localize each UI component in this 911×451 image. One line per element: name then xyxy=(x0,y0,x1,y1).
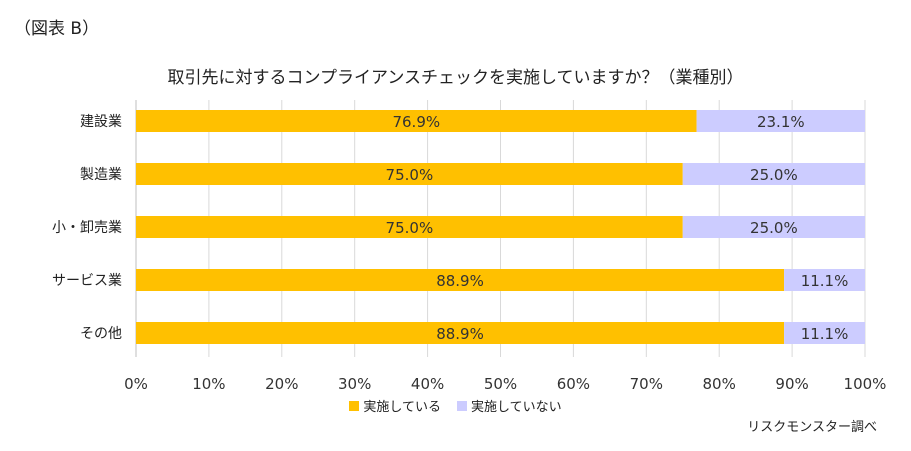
data-label: 88.9% xyxy=(436,272,484,290)
x-tick-label: 90% xyxy=(775,375,808,393)
legend-label-not-implemented: 実施していない xyxy=(471,400,562,415)
legend-label-implemented: 実施している xyxy=(363,400,441,415)
x-tick-label: 50% xyxy=(484,375,517,393)
bar-not-implemented xyxy=(784,322,865,344)
bar-implemented xyxy=(136,110,697,132)
category-label: その他 xyxy=(80,326,122,342)
bar-implemented xyxy=(136,216,683,238)
x-tick-label: 100% xyxy=(844,375,887,393)
category-label: 小・卸売業 xyxy=(52,220,122,236)
data-label: 75.0% xyxy=(386,166,434,184)
bar-implemented xyxy=(136,163,683,185)
bar-implemented xyxy=(136,322,785,344)
bar-not-implemented xyxy=(682,163,865,185)
x-tick-label: 40% xyxy=(411,375,444,393)
x-tick-label: 70% xyxy=(630,375,663,393)
legend-item-not-implemented: 実施していない xyxy=(457,396,562,415)
category-label: 建設業 xyxy=(80,114,122,130)
data-label: 25.0% xyxy=(750,219,798,237)
category-label: サービス業 xyxy=(52,273,122,289)
x-tick-label: 60% xyxy=(557,375,590,393)
legend-item-implemented: 実施している xyxy=(349,396,441,415)
chart-title: 取引先に対するコンプライアンスチェックを実施していますか？（業種別） xyxy=(167,68,744,88)
data-label: 75.0% xyxy=(386,219,434,237)
data-label: 25.0% xyxy=(750,166,798,184)
legend: 実施している 実施していない xyxy=(0,396,911,415)
data-label: 23.1% xyxy=(757,113,805,131)
bar-not-implemented xyxy=(682,216,865,238)
figure-label: （図表 B） xyxy=(14,19,100,39)
source-note: リスクモンスター調べ xyxy=(747,420,877,435)
data-label: 11.1% xyxy=(801,272,849,290)
x-tick-label: 20% xyxy=(265,375,298,393)
legend-swatch-not-implemented xyxy=(457,400,467,411)
x-tick-label: 0% xyxy=(124,375,148,393)
x-tick-label: 10% xyxy=(192,375,225,393)
bar-not-implemented xyxy=(696,110,865,132)
bar-implemented xyxy=(136,269,785,291)
bar-not-implemented xyxy=(784,269,865,291)
legend-swatch-implemented xyxy=(349,400,360,411)
data-label: 11.1% xyxy=(801,325,849,343)
x-tick-label: 80% xyxy=(703,375,736,393)
category-label: 製造業 xyxy=(80,167,122,183)
x-tick-label: 30% xyxy=(338,375,371,393)
data-label: 88.9% xyxy=(436,325,484,343)
data-label: 76.9% xyxy=(392,113,440,131)
